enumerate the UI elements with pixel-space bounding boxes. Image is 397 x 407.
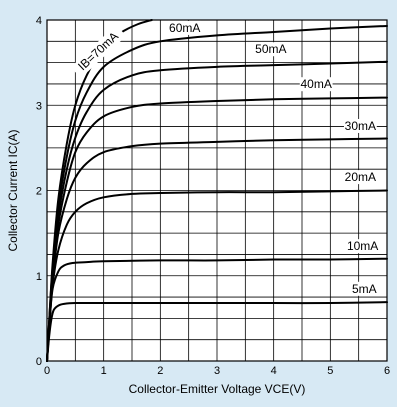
x-tick-label: 4 — [271, 365, 277, 377]
curves — [46, 19, 388, 362]
series-label-5ma: 5mA — [352, 282, 377, 296]
label-background-50ma — [254, 42, 288, 57]
curve-5ma — [46, 301, 388, 362]
series-label-10ma: 10mA — [347, 239, 378, 253]
y-tick-label: 1 — [36, 271, 42, 283]
series-label-30ma: 30mA — [345, 119, 376, 133]
label-background-10ma — [346, 239, 380, 254]
x-axis-title: Collector-Emitter Voltage VCE(V) — [129, 382, 306, 396]
x-tick-label: 2 — [157, 365, 163, 377]
x-tick-label: 0 — [44, 365, 50, 377]
label-background-40ma — [299, 77, 333, 92]
y-tick-label: 0 — [36, 356, 42, 368]
y-tick-label: 3 — [36, 100, 42, 112]
label-background-30ma — [343, 118, 377, 133]
series-label-50ma: 50mA — [255, 42, 286, 56]
x-tick-label: 1 — [101, 365, 107, 377]
y-axis-title: Collector Current IC(A) — [6, 129, 20, 251]
series-label-20ma: 20mA — [345, 170, 376, 184]
series-label-40ma: 40mA — [300, 77, 331, 91]
y-tick-label: 4 — [36, 15, 42, 27]
x-tick-label: 3 — [214, 365, 220, 377]
x-tick-label: 5 — [327, 365, 333, 377]
x-axis-ticks: 0 1 2 3 4 5 6 — [44, 365, 390, 377]
label-background-5ma — [351, 281, 378, 296]
label-background-20ma — [343, 170, 377, 185]
curve-ib-70ma — [46, 19, 153, 362]
y-axis-ticks: 0 1 2 3 4 — [36, 15, 42, 368]
label-background-60ma — [168, 20, 202, 35]
y-tick-label: 2 — [36, 186, 42, 198]
series-label-60ma: 60mA — [169, 21, 200, 35]
label-background — [70, 24, 127, 79]
x-tick-label: 6 — [384, 365, 390, 377]
